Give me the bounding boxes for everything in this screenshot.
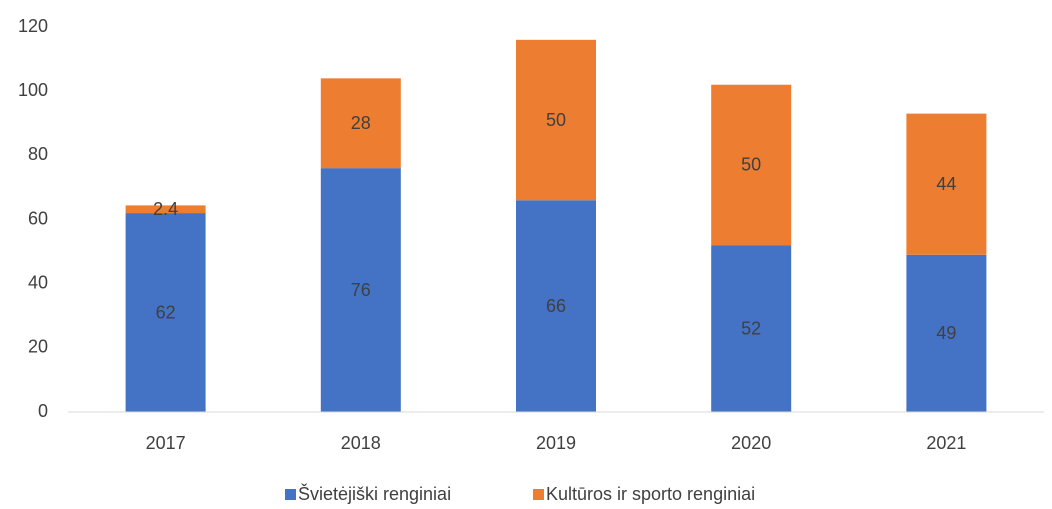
y-tick-label: 80 bbox=[28, 144, 48, 164]
bar-segment bbox=[125, 205, 206, 214]
legend-label: Kultūros ir sporto renginiai bbox=[546, 484, 755, 504]
bar-segment bbox=[906, 254, 987, 412]
data-label: 28 bbox=[351, 113, 371, 133]
y-tick-label: 120 bbox=[18, 16, 48, 36]
x-tick-label: 2021 bbox=[926, 433, 966, 453]
data-label: 76 bbox=[351, 280, 371, 300]
bar-segment bbox=[906, 113, 987, 255]
legend-swatch bbox=[533, 489, 544, 500]
data-label: 50 bbox=[741, 155, 761, 175]
bar-segment bbox=[516, 200, 596, 412]
bar-segment bbox=[125, 213, 206, 412]
legend-label: Švietėjiški renginiai bbox=[298, 483, 451, 504]
bar-segment bbox=[320, 78, 401, 169]
x-tick-label: 2019 bbox=[536, 433, 576, 453]
y-tick-label: 0 bbox=[38, 401, 48, 421]
bar-segment bbox=[516, 39, 596, 201]
y-tick-label: 60 bbox=[28, 208, 48, 228]
y-tick-label: 20 bbox=[28, 337, 48, 357]
x-tick-label: 2017 bbox=[146, 433, 186, 453]
data-label: 50 bbox=[546, 110, 566, 130]
data-label: 49 bbox=[936, 323, 956, 343]
data-label: 66 bbox=[546, 296, 566, 316]
data-label: 52 bbox=[741, 318, 761, 338]
y-tick-label: 40 bbox=[28, 272, 48, 292]
data-label: 2.4 bbox=[153, 199, 178, 219]
legend-swatch bbox=[285, 489, 296, 500]
bar-segment bbox=[711, 84, 792, 246]
x-tick-label: 2020 bbox=[731, 433, 771, 453]
x-tick-label: 2018 bbox=[341, 433, 381, 453]
bar-segment bbox=[711, 245, 792, 412]
y-tick-label: 100 bbox=[18, 80, 48, 100]
bar-segment bbox=[320, 168, 401, 412]
data-label: 62 bbox=[156, 302, 176, 322]
data-label: 44 bbox=[936, 174, 956, 194]
